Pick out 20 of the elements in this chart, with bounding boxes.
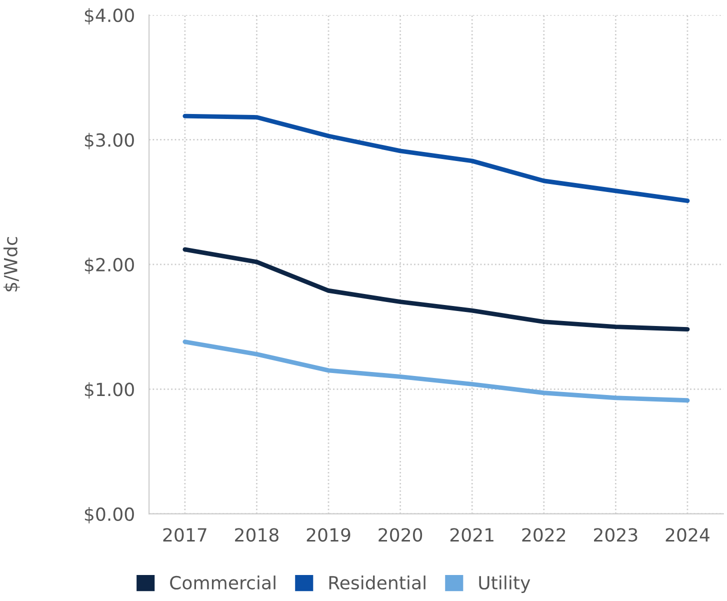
x-tick-label: 2021 — [450, 528, 494, 542]
legend-label: Residential — [329, 576, 426, 590]
x-tick-label: 2023 — [594, 528, 638, 542]
y-tick-label: $1.00 — [84, 382, 134, 399]
x-tick-label: 2022 — [522, 528, 566, 542]
y-tick-label: $0.00 — [84, 506, 134, 524]
line-series — [182, 247, 690, 332]
x-tick-label: 2019 — [306, 528, 350, 542]
legend-label: Utility — [479, 576, 530, 594]
x-tick-label: 2017 — [163, 528, 206, 542]
y-tick-label: $3.00 — [84, 132, 134, 150]
y-axis-title: $/Wdc — [3, 237, 20, 292]
line-series — [182, 340, 690, 403]
x-tick-label: 2024 — [666, 528, 710, 542]
x-tick-label: 2020 — [378, 528, 422, 542]
y-tick-label: $4.00 — [84, 8, 134, 25]
legend-label: Commercial — [170, 576, 276, 590]
y-tick-label: $2.00 — [84, 258, 134, 274]
x-tick-label: 2018 — [235, 528, 278, 542]
line-series — [182, 114, 690, 204]
